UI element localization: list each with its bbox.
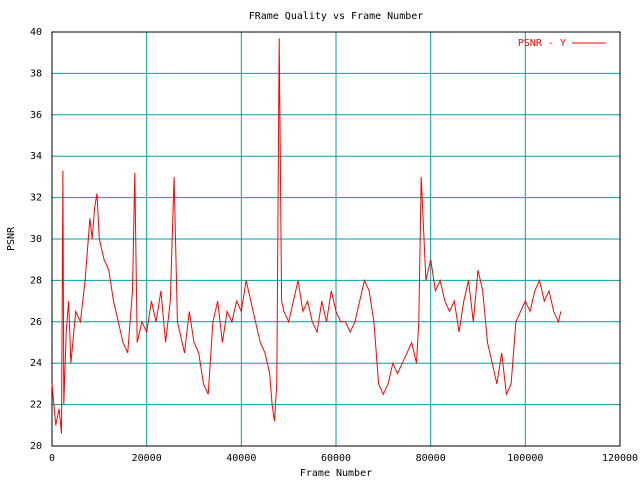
y-tick-label: 20 <box>30 441 42 452</box>
series-layer <box>51 38 562 434</box>
chart-title: FRame Quality vs Frame Number <box>249 11 424 22</box>
y-tick-label: 36 <box>30 110 42 121</box>
y-tick-label: 22 <box>30 400 42 411</box>
x-tick-label: 80000 <box>416 453 446 464</box>
axis-ticks: 0 20000 40000 60000 80000 100000 120000 20 22 24 2… <box>30 27 638 464</box>
legend-label: PSNR - Y <box>518 38 566 49</box>
x-tick-label: 40000 <box>226 453 256 464</box>
plot-area-frame <box>51 31 621 447</box>
legend: PSNR - Y <box>518 38 606 49</box>
y-tick-label: 34 <box>30 151 42 162</box>
y-tick-label: 28 <box>30 275 42 286</box>
y-tick-label: 38 <box>30 68 42 79</box>
x-tick-label: 100000 <box>507 453 543 464</box>
y-tick-label: 40 <box>30 27 42 38</box>
x-axis-label: Frame Number <box>300 468 372 479</box>
x-tick-label: 0 <box>49 453 55 464</box>
y-tick-label: 26 <box>30 317 42 328</box>
grid <box>52 32 620 446</box>
series-line-psnr-y <box>51 38 562 434</box>
x-tick-label: 120000 <box>602 453 638 464</box>
x-tick-label: 60000 <box>321 453 351 464</box>
x-tick-label: 20000 <box>132 453 162 464</box>
y-tick-label: 30 <box>30 234 42 245</box>
y-axis-label: PSNR <box>6 226 17 251</box>
y-tick-label: 24 <box>30 358 42 369</box>
y-tick-label: 32 <box>30 193 42 204</box>
